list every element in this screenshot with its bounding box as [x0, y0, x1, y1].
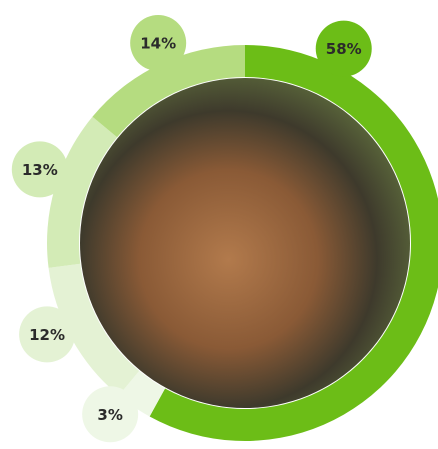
center-photo: [80, 78, 410, 408]
value-label: 58%: [326, 40, 362, 58]
chart: 58% 3% 12% 13% 14%: [0, 0, 438, 449]
value-label: 13%: [22, 161, 58, 179]
value-label: 3%: [97, 406, 122, 424]
value-label: 14%: [140, 35, 176, 53]
value-label: 12%: [29, 326, 65, 344]
